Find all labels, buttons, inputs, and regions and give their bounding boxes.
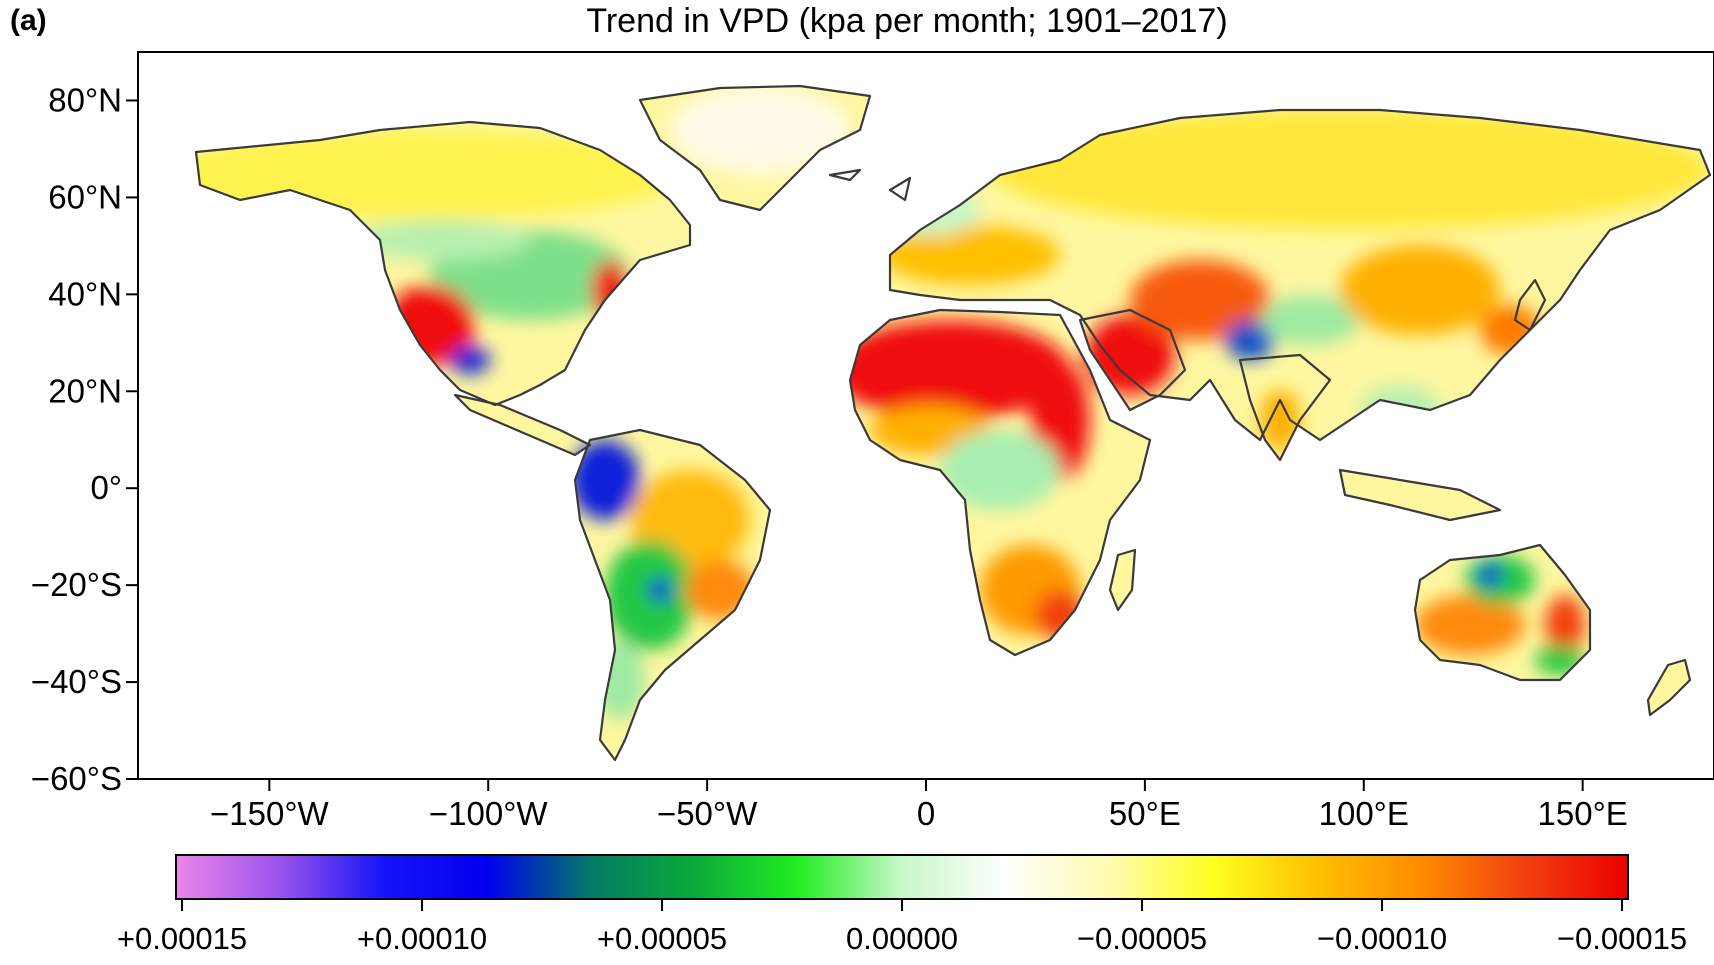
colorbar-tick-label: −0.00010 (1317, 921, 1447, 956)
lon-tick-label: 100°E (1319, 795, 1409, 832)
map-title: Trend in VPD (kpa per month; 1901–2017) (586, 2, 1228, 40)
colorbar-tick-label: 0.00000 (846, 921, 958, 956)
lat-tick-label: 0° (90, 469, 122, 506)
colorbar-tick-label: +0.00005 (597, 921, 727, 956)
lat-tick-label: 40°N (48, 275, 122, 312)
panel-label: (a) (10, 4, 47, 37)
latitude-axis: 80°N 60°N 40°N 20°N 0° −20°S −40°S −60°S (31, 81, 138, 797)
lon-tick-label: −100°W (429, 795, 549, 832)
lat-tick-label: 60°N (48, 178, 122, 215)
lon-tick-label: 150°E (1538, 795, 1628, 832)
coastlines (194, 84, 1712, 762)
lat-tick-label: −40°S (31, 663, 122, 700)
lon-tick-label: 50°E (1109, 795, 1181, 832)
lat-tick-label: 80°N (48, 81, 122, 118)
colorbar (175, 854, 1629, 900)
lon-tick-label: 0 (917, 795, 935, 832)
lat-tick-label: −60°S (31, 760, 122, 797)
colorbar-tick-label: −0.00015 (1557, 921, 1687, 956)
colorbar-tick-label: −0.00005 (1077, 921, 1207, 956)
lon-tick-label: −150°W (210, 795, 330, 832)
colorbar-tick-label: +0.00015 (117, 921, 247, 956)
lon-tick-label: −50°W (657, 795, 758, 832)
lat-tick-label: −20°S (31, 566, 122, 603)
colorbar-tick-label: +0.00010 (357, 921, 487, 956)
longitude-axis: −150°W −100°W −50°W 0 50°E 100°E 150°E (210, 779, 1628, 832)
colorbar-axis: +0.00015 +0.00010 +0.00005 0.00000 −0.00005 −… (117, 899, 1687, 956)
lat-tick-label: 20°N (48, 372, 122, 409)
